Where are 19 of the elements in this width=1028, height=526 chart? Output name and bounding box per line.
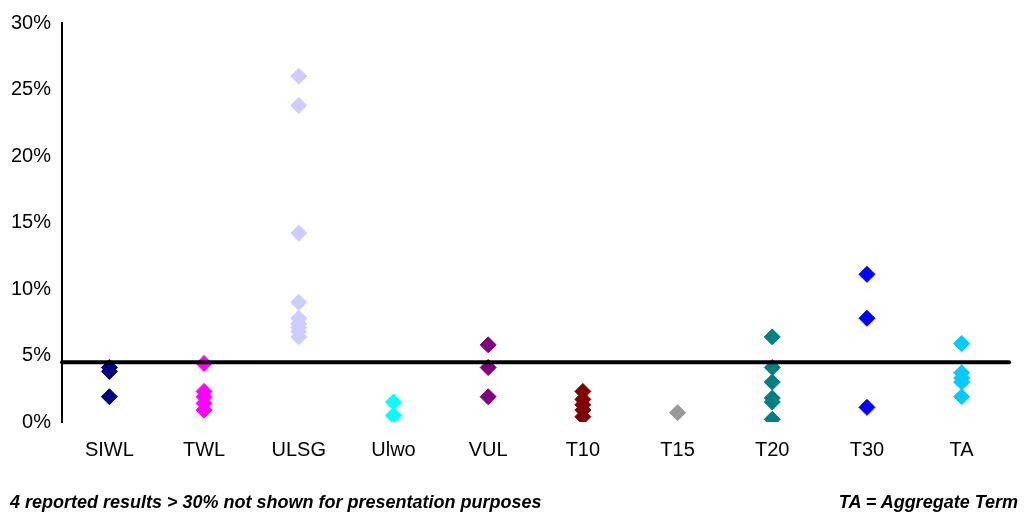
x-tick-label: T20 xyxy=(755,437,790,460)
text: TA = Aggregate Term xyxy=(838,492,1018,513)
x-tick-label: T10 xyxy=(565,437,601,460)
y-tick-label: 30% xyxy=(11,10,52,33)
text: 4 reported results > 30% not shown for presentation purposes xyxy=(10,492,542,513)
y-tick-label: 20% xyxy=(11,143,52,166)
x-tick-label: VUL xyxy=(468,437,508,460)
x-tick-label: ULSG xyxy=(271,437,327,460)
y-tick-label: 25% xyxy=(11,77,52,100)
x-tick-label: TWL xyxy=(182,437,226,460)
x-tick-label: T15 xyxy=(660,437,695,460)
y-tick-label: 0% xyxy=(22,409,52,432)
x-tick-label: Ulwo xyxy=(371,437,416,460)
x-tick-label: T30 xyxy=(849,437,885,460)
y-tick-label: 15% xyxy=(11,210,52,233)
y-tick-label: 5% xyxy=(22,343,52,366)
x-tick-label: SIWL xyxy=(84,437,134,460)
x-tick-label: TA xyxy=(949,437,975,460)
y-tick-label: 10% xyxy=(11,276,52,299)
